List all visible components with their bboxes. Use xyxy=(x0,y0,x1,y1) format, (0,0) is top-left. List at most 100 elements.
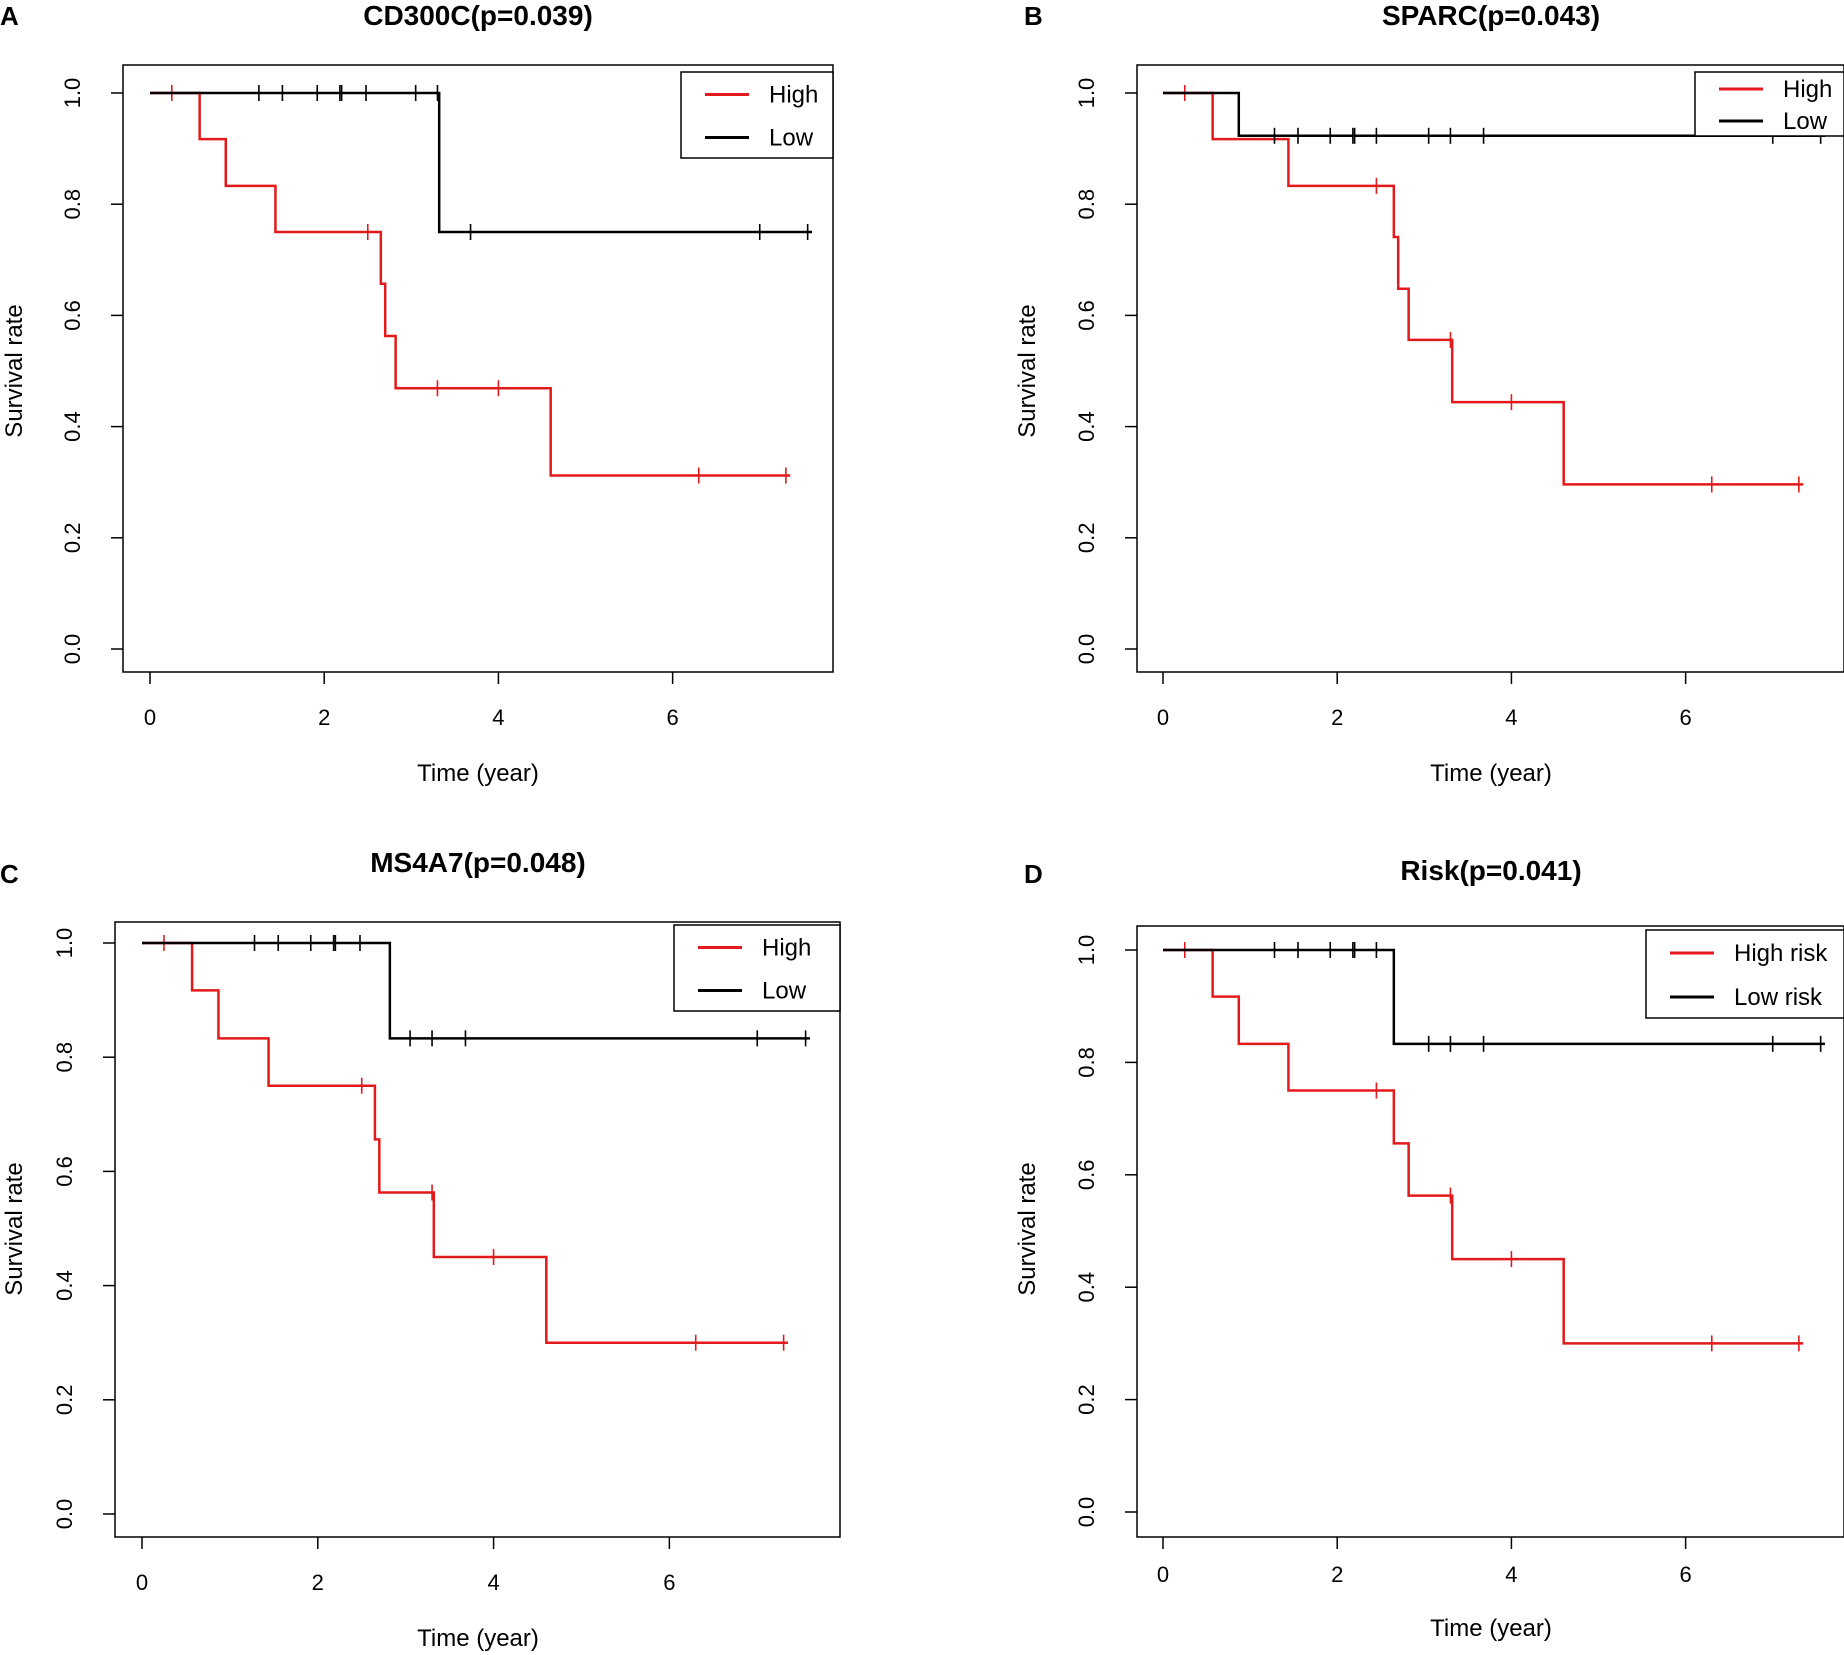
survival-curve xyxy=(1163,948,1825,1046)
panel-letter: A xyxy=(0,1,19,31)
series-low-risk xyxy=(1163,942,1825,1052)
legend-label: Low xyxy=(1783,108,1828,135)
y-tick-label: 0.6 xyxy=(1074,300,1099,331)
plot-frame xyxy=(122,64,834,673)
plot-title: Risk(p=0.041) xyxy=(1400,855,1581,886)
y-tick-label: 0.2 xyxy=(1074,523,1099,554)
y-axis-label: Survival rate xyxy=(1,1162,28,1295)
survival-curve xyxy=(142,941,810,1040)
survival-curve xyxy=(1163,91,1825,138)
plot-title: SPARC(p=0.043) xyxy=(1382,0,1600,31)
panel-letter: C xyxy=(0,859,19,889)
series-high xyxy=(142,935,789,1351)
x-axis-label: Time (year) xyxy=(417,760,539,787)
legend-label: Low xyxy=(762,978,807,1005)
plot-title: CD300C(p=0.039) xyxy=(363,0,593,31)
x-tick-label: 2 xyxy=(312,1570,324,1595)
y-tick-label: 0.4 xyxy=(52,1270,77,1301)
x-tick-label: 0 xyxy=(136,1570,148,1595)
y-tick-label: 1.0 xyxy=(1074,78,1099,109)
survival-curve xyxy=(1163,91,1804,486)
y-axis-label: Survival rate xyxy=(1014,1162,1041,1295)
legend-label: High xyxy=(1783,76,1832,103)
x-tick-label: 4 xyxy=(1505,1562,1517,1587)
panel-c: C MS4A7(p=0.048) 0.0 0.2 0.4 0.6 0.8 1.0 0 2 4 6 Sur… xyxy=(0,847,841,1652)
series-high-risk xyxy=(1163,942,1804,1352)
legend: High Low xyxy=(1694,71,1844,137)
y-tick-label: 0.0 xyxy=(1074,634,1099,665)
y-tick-label: 0.0 xyxy=(52,1499,77,1530)
x-axis: 0 2 4 6 xyxy=(1157,1537,1692,1587)
y-tick-label: 0.2 xyxy=(1074,1384,1099,1415)
y-tick-label: 0.8 xyxy=(52,1042,77,1073)
legend: High risk Low risk xyxy=(1645,929,1844,1019)
survival-curve xyxy=(1163,948,1804,1345)
x-tick-label: 6 xyxy=(1680,705,1692,730)
y-tick-label: 0.8 xyxy=(60,189,85,220)
survival-curve xyxy=(142,941,789,1344)
legend: High Low xyxy=(680,71,834,159)
legend-label: Low risk xyxy=(1734,984,1823,1011)
y-tick-label: 0.2 xyxy=(52,1385,77,1416)
plot-frame xyxy=(114,921,841,1538)
x-tick-label: 0 xyxy=(1157,1562,1169,1587)
x-tick-label: 6 xyxy=(1680,1562,1692,1587)
legend-label: High xyxy=(762,935,811,962)
x-tick-label: 0 xyxy=(144,705,156,730)
y-axis: 0.0 0.2 0.4 0.6 0.8 1.0 xyxy=(52,928,115,1530)
legend-box xyxy=(1694,71,1844,137)
y-tick-label: 0.8 xyxy=(1074,1047,1099,1078)
x-axis-label: Time (year) xyxy=(417,1625,539,1652)
legend-box xyxy=(680,71,834,159)
y-tick-label: 0.4 xyxy=(60,411,85,442)
panel-letter: B xyxy=(1024,1,1043,31)
survival-curve xyxy=(150,91,812,234)
legend-label: Low xyxy=(769,125,814,152)
y-tick-label: 0.4 xyxy=(1074,411,1099,442)
plot-frame xyxy=(1136,925,1844,1538)
legend-label: High xyxy=(769,82,818,109)
y-tick-label: 0.4 xyxy=(1074,1272,1099,1303)
y-axis-label: Survival rate xyxy=(1014,304,1041,437)
series-high xyxy=(1163,85,1804,493)
x-axis-label: Time (year) xyxy=(1430,1615,1552,1642)
y-tick-label: 0.2 xyxy=(60,523,85,554)
y-tick-label: 0.0 xyxy=(1074,1497,1099,1528)
panel-a: A CD300C(p=0.039) 0.0 0.2 0.4 0.6 0.8 1.0 0 2 4 6 Su… xyxy=(0,0,834,787)
legend-box xyxy=(1645,929,1844,1019)
y-axis: 0.0 0.2 0.4 0.6 0.8 1.0 xyxy=(1074,78,1137,665)
x-tick-label: 4 xyxy=(492,705,504,730)
panel-b: B SPARC(p=0.043) 0.0 0.2 0.4 0.6 0.8 1.0 0 2 4 6 Sur… xyxy=(1014,0,1844,787)
x-tick-label: 2 xyxy=(318,705,330,730)
y-tick-label: 0.6 xyxy=(1074,1160,1099,1191)
plot-title: MS4A7(p=0.048) xyxy=(370,847,586,878)
x-axis: 0 2 4 6 xyxy=(144,672,679,730)
legend-box xyxy=(673,924,841,1012)
plot-frame xyxy=(1136,64,1844,673)
y-tick-label: 1.0 xyxy=(1074,935,1099,966)
x-tick-label: 0 xyxy=(1157,705,1169,730)
y-axis-label: Survival rate xyxy=(1,304,28,437)
panel-letter: D xyxy=(1024,859,1043,889)
x-tick-label: 6 xyxy=(663,1570,675,1595)
x-axis: 0 2 4 6 xyxy=(1157,672,1692,730)
series-low xyxy=(150,85,812,240)
x-tick-label: 6 xyxy=(667,705,679,730)
y-tick-label: 1.0 xyxy=(52,928,77,959)
y-tick-label: 0.0 xyxy=(60,634,85,665)
y-axis: 0.0 0.2 0.4 0.6 0.8 1.0 xyxy=(1074,935,1137,1528)
x-tick-label: 2 xyxy=(1331,705,1343,730)
x-axis-label: Time (year) xyxy=(1430,760,1552,787)
y-tick-label: 0.6 xyxy=(60,300,85,331)
legend-label: High risk xyxy=(1734,940,1828,967)
y-tick-label: 0.8 xyxy=(1074,189,1099,220)
y-tick-label: 1.0 xyxy=(60,78,85,109)
legend: High Low xyxy=(673,924,841,1012)
y-axis: 0.0 0.2 0.4 0.6 0.8 1.0 xyxy=(60,78,123,665)
x-tick-label: 4 xyxy=(1505,705,1517,730)
panel-d: D Risk(p=0.041) 0.0 0.2 0.4 0.6 0.8 1.0 0 2 4 6 Surv… xyxy=(1014,855,1844,1642)
series-low xyxy=(142,935,810,1047)
x-axis: 0 2 4 6 xyxy=(136,1537,675,1595)
survival-curve xyxy=(150,91,791,477)
